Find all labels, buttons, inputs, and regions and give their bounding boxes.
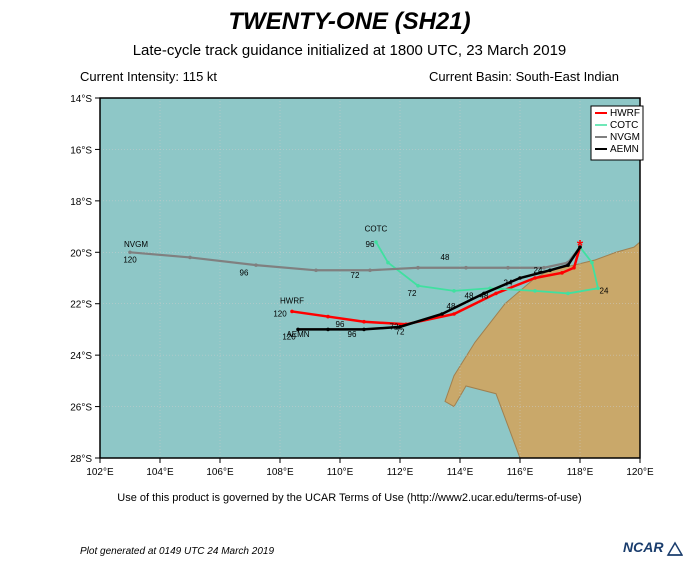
- xtick-label: 104°E: [146, 467, 174, 478]
- track-point: [464, 266, 468, 270]
- track-label: 48: [464, 292, 473, 301]
- legend-label: AEMN: [610, 144, 639, 155]
- track-point: [518, 276, 522, 280]
- plot-generated-label: Plot generated at 0149 UTC 24 March 2019: [80, 546, 274, 557]
- xtick-label: 108°E: [266, 467, 294, 478]
- xtick-label: 118°E: [566, 467, 593, 478]
- track-label: HWRF: [280, 297, 304, 306]
- track-chart-svg: HWRF12096724824COTC96724824NVGM120967248…: [40, 88, 660, 488]
- xtick-label: 106°E: [206, 467, 234, 478]
- track-label: 48: [440, 253, 449, 262]
- track-point: [326, 328, 330, 332]
- track-point: [590, 261, 594, 265]
- intensity-label: Current Intensity: 115 kt: [80, 69, 217, 84]
- track-label: NVGM: [124, 240, 148, 249]
- ncar-text: NCAR: [623, 539, 664, 555]
- xtick-label: 102°E: [86, 467, 114, 478]
- track-point: [188, 256, 192, 260]
- track-point: [362, 328, 366, 332]
- track-point: [533, 276, 537, 280]
- xtick-label: 114°E: [446, 467, 473, 478]
- track-point: [290, 310, 294, 314]
- track-label: 72: [350, 271, 359, 280]
- track-point: [326, 315, 330, 319]
- track-point: [254, 263, 258, 267]
- track-point: [416, 284, 420, 288]
- ytick-label: 18°S: [70, 197, 92, 208]
- track-point: [452, 312, 456, 316]
- ytick-label: 16°S: [70, 145, 92, 156]
- track-point: [314, 268, 318, 272]
- ytick-label: 26°S: [70, 403, 92, 414]
- xtick-label: 112°E: [386, 467, 413, 478]
- track-label: 96: [335, 320, 344, 329]
- legend-label: COTC: [610, 120, 638, 131]
- track-point: [368, 268, 372, 272]
- ncar-logo: NCAR: [623, 537, 683, 557]
- basin-label: Current Basin: South-East Indian: [429, 69, 619, 84]
- track-label: 96: [347, 330, 356, 339]
- track-label: 120: [282, 333, 296, 342]
- plot-container: HWRF12096724824COTC96724824NVGM120967248…: [40, 88, 660, 488]
- track-point: [440, 312, 444, 316]
- track-label: 24: [533, 266, 542, 275]
- track-point: [416, 266, 420, 270]
- track-label: 24: [599, 286, 608, 295]
- track-label: 96: [365, 240, 374, 249]
- track-label: 72: [395, 328, 404, 337]
- ytick-label: 24°S: [70, 351, 92, 362]
- track-label: 120: [123, 256, 137, 265]
- ytick-label: 14°S: [70, 94, 92, 105]
- xtick-label: 120°E: [626, 467, 654, 478]
- title-main: TWENTY-ONE (SH21): [0, 0, 699, 36]
- track-point: [362, 320, 366, 324]
- track-point: [482, 292, 486, 296]
- xtick-label: 116°E: [506, 467, 533, 478]
- title-sub: Late-cycle track guidance initialized at…: [0, 36, 699, 59]
- track-point: [374, 240, 378, 244]
- ytick-label: 22°S: [70, 300, 92, 311]
- footer-terms: Use of this product is governed by the U…: [0, 488, 699, 504]
- track-label: COTC: [364, 225, 387, 234]
- track-label: 72: [407, 289, 416, 298]
- ytick-label: 28°S: [70, 454, 92, 465]
- track-point: [128, 250, 132, 254]
- xtick-label: 110°E: [326, 467, 353, 478]
- ncar-triangle-icon: [668, 543, 682, 555]
- track-point: [548, 268, 552, 272]
- track-label: 96: [239, 268, 248, 277]
- track-point: [566, 263, 570, 267]
- track-point: [506, 266, 510, 270]
- legend-label: NVGM: [610, 132, 640, 143]
- header-row: Current Intensity: 115 kt Current Basin:…: [0, 59, 699, 88]
- track-point: [494, 292, 498, 296]
- track-point: [386, 261, 390, 265]
- track-point: [533, 289, 537, 293]
- ytick-label: 20°S: [70, 248, 92, 259]
- legend-label: HWRF: [610, 108, 640, 119]
- track-point: [452, 289, 456, 293]
- origin-asterisk-icon: *: [576, 238, 583, 255]
- track-point: [566, 292, 570, 296]
- track-point: [572, 266, 576, 270]
- track-label: 120: [273, 310, 287, 319]
- track-point: [560, 271, 564, 275]
- track-point: [542, 266, 546, 270]
